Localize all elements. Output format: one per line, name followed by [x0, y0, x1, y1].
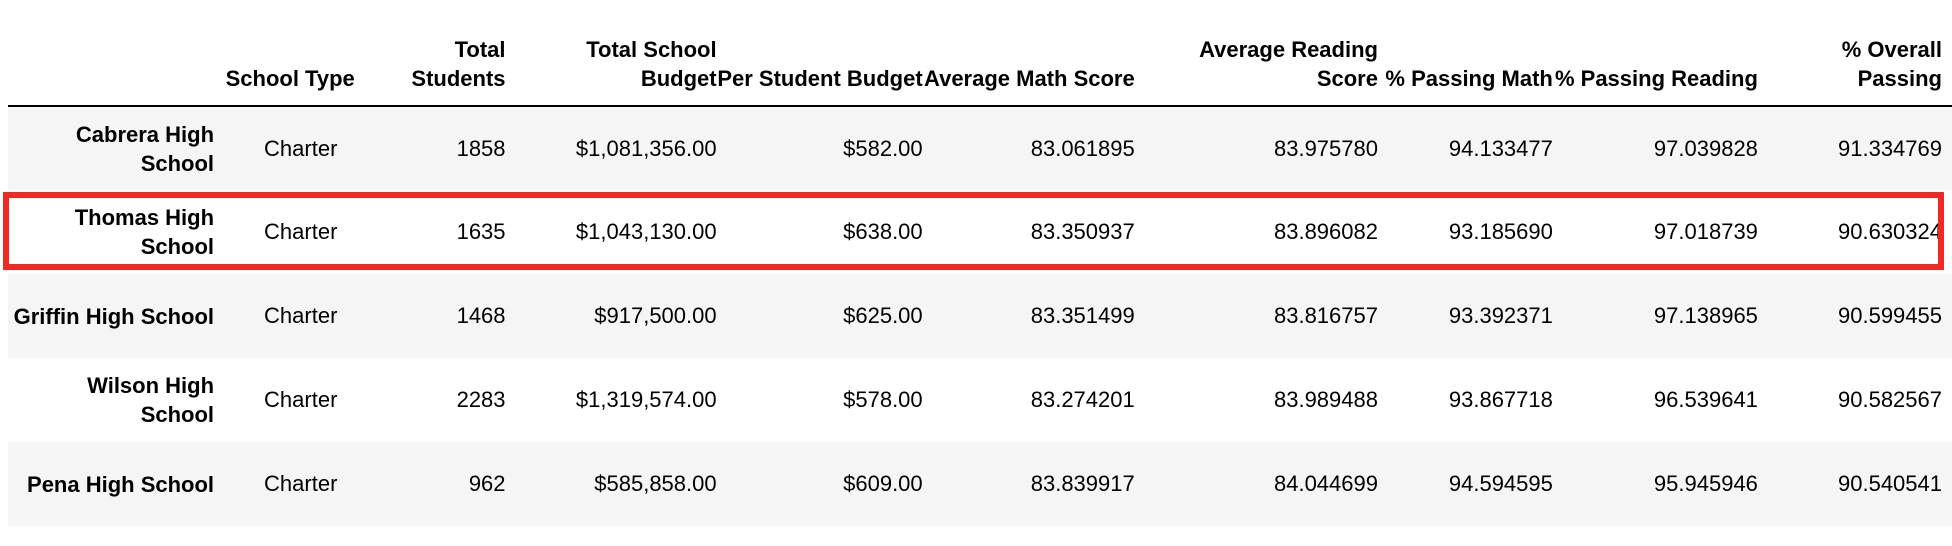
school-type-cell: Charter	[264, 135, 338, 161]
school-name-cell: Cabrera High School	[75, 121, 215, 176]
total-budget-cell: $1,081,356.00	[575, 135, 717, 161]
pct-overall-cell: 90.630324	[1838, 219, 1942, 244]
table-row: Pena High School Charter 962 $585,858.00…	[8, 442, 1952, 526]
per-student-budget-header: Per Student Budget	[716, 0, 923, 107]
avg-math-cell: 83.351499	[1030, 303, 1135, 328]
total-budget-cell: $1,319,574.00	[575, 387, 717, 412]
table-body: Cabrera High School Charter 1858 $1,081,…	[8, 106, 1952, 526]
avg-reading-cell: 83.975780	[1273, 135, 1378, 161]
average-math-score-header: Average Math Score	[922, 0, 1135, 107]
table-row: Griffin High School Charter 1468 $917,50…	[8, 274, 1952, 358]
average-reading-score-header: Average Reading Score	[1134, 0, 1378, 107]
total-students-cell: 1468	[456, 303, 506, 328]
avg-math-cell: 83.839917	[1030, 471, 1135, 496]
pct-overall-cell: 90.540541	[1838, 471, 1942, 496]
school-name-cell: Thomas High School	[74, 205, 215, 259]
total-budget-cell: $585,858.00	[594, 471, 717, 496]
index-header	[8, 0, 215, 107]
pct-math-cell: 93.392371	[1448, 303, 1553, 328]
school-name-cell: Wilson High School	[87, 373, 215, 427]
pct-reading-cell: 97.138965	[1653, 303, 1758, 328]
pct-overall-cell: 90.582567	[1838, 387, 1942, 412]
avg-math-cell: 83.061895	[1030, 135, 1135, 161]
table-row: Cabrera High School Charter 1858 $1,081,…	[8, 106, 1952, 190]
school-type-cell: Charter	[264, 471, 338, 496]
school-summary-table-container: School Type Total Students Total School …	[8, 0, 1952, 526]
per-student-budget-cell: $625.00	[843, 303, 923, 328]
table-row: Wilson High School Charter 2283 $1,319,5…	[8, 358, 1952, 442]
avg-reading-cell: 84.044699	[1273, 471, 1378, 496]
pct-math-cell: 94.133477	[1448, 135, 1553, 161]
school-type-cell: Charter	[264, 219, 338, 244]
pct-overall-cell: 90.599455	[1838, 303, 1942, 328]
total-budget-cell: $917,500.00	[594, 303, 717, 328]
per-student-budget-cell: $578.00	[843, 387, 923, 412]
total-students-cell: 1635	[456, 219, 506, 244]
avg-reading-cell: 83.896082	[1273, 219, 1378, 244]
passing-reading-header: % Passing Reading	[1552, 0, 1758, 107]
school-type-cell: Charter	[264, 303, 338, 328]
total-budget-cell: $1,043,130.00	[575, 219, 717, 244]
school-name-cell: Pena High School	[27, 471, 215, 497]
total-students-header: Total Students	[354, 0, 506, 107]
avg-math-cell: 83.274201	[1030, 387, 1135, 412]
total-students-cell: 962	[468, 471, 506, 496]
school-name-cell: Griffin High School	[13, 303, 215, 329]
school-summary-table: School Type Total Students Total School …	[8, 0, 1952, 526]
table-row-highlighted: Thomas High School Charter 1635 $1,043,1…	[8, 190, 1952, 274]
school-type-header: School Type	[214, 0, 355, 107]
pct-reading-cell: 97.018739	[1653, 219, 1758, 244]
pct-reading-cell: 97.039828	[1653, 135, 1758, 161]
header-row: School Type Total Students Total School …	[8, 0, 1952, 107]
per-student-budget-cell: $609.00	[843, 471, 923, 496]
total-students-cell: 2283	[456, 387, 506, 412]
per-student-budget-cell: $638.00	[843, 219, 923, 244]
pct-math-cell: 93.867718	[1448, 387, 1553, 412]
pct-overall-cell: 91.334769	[1838, 135, 1942, 161]
avg-reading-cell: 83.989488	[1273, 387, 1378, 412]
pct-math-cell: 94.594595	[1448, 471, 1553, 496]
overall-passing-header: % Overall Passing	[1757, 0, 1952, 107]
table-header: School Type Total Students Total School …	[8, 0, 1952, 107]
avg-math-cell: 83.350937	[1030, 219, 1135, 244]
avg-reading-cell: 83.816757	[1273, 303, 1378, 328]
passing-math-header: % Passing Math	[1377, 0, 1553, 107]
total-school-budget-header: Total School Budget	[505, 0, 717, 107]
school-type-cell: Charter	[264, 387, 338, 412]
total-students-cell: 1858	[456, 135, 506, 161]
per-student-budget-cell: $582.00	[843, 135, 923, 161]
pct-reading-cell: 95.945946	[1653, 471, 1758, 496]
pct-reading-cell: 96.539641	[1653, 387, 1758, 412]
pct-math-cell: 93.185690	[1448, 219, 1553, 244]
